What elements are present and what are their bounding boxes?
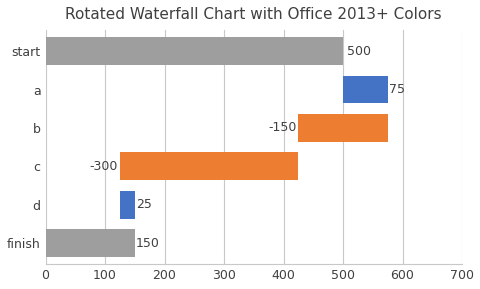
Bar: [342, 76, 387, 103]
Bar: [46, 37, 342, 65]
Bar: [298, 114, 387, 142]
Bar: [120, 191, 134, 218]
Title: Rotated Waterfall Chart with Office 2013+ Colors: Rotated Waterfall Chart with Office 2013…: [65, 7, 441, 22]
Text: 75: 75: [388, 83, 404, 96]
Text: -300: -300: [90, 160, 118, 173]
Text: 25: 25: [136, 198, 152, 211]
Text: 150: 150: [136, 237, 159, 250]
Text: -150: -150: [268, 121, 296, 134]
Bar: [120, 153, 298, 180]
Bar: [46, 229, 134, 257]
Text: 500: 500: [346, 45, 370, 58]
